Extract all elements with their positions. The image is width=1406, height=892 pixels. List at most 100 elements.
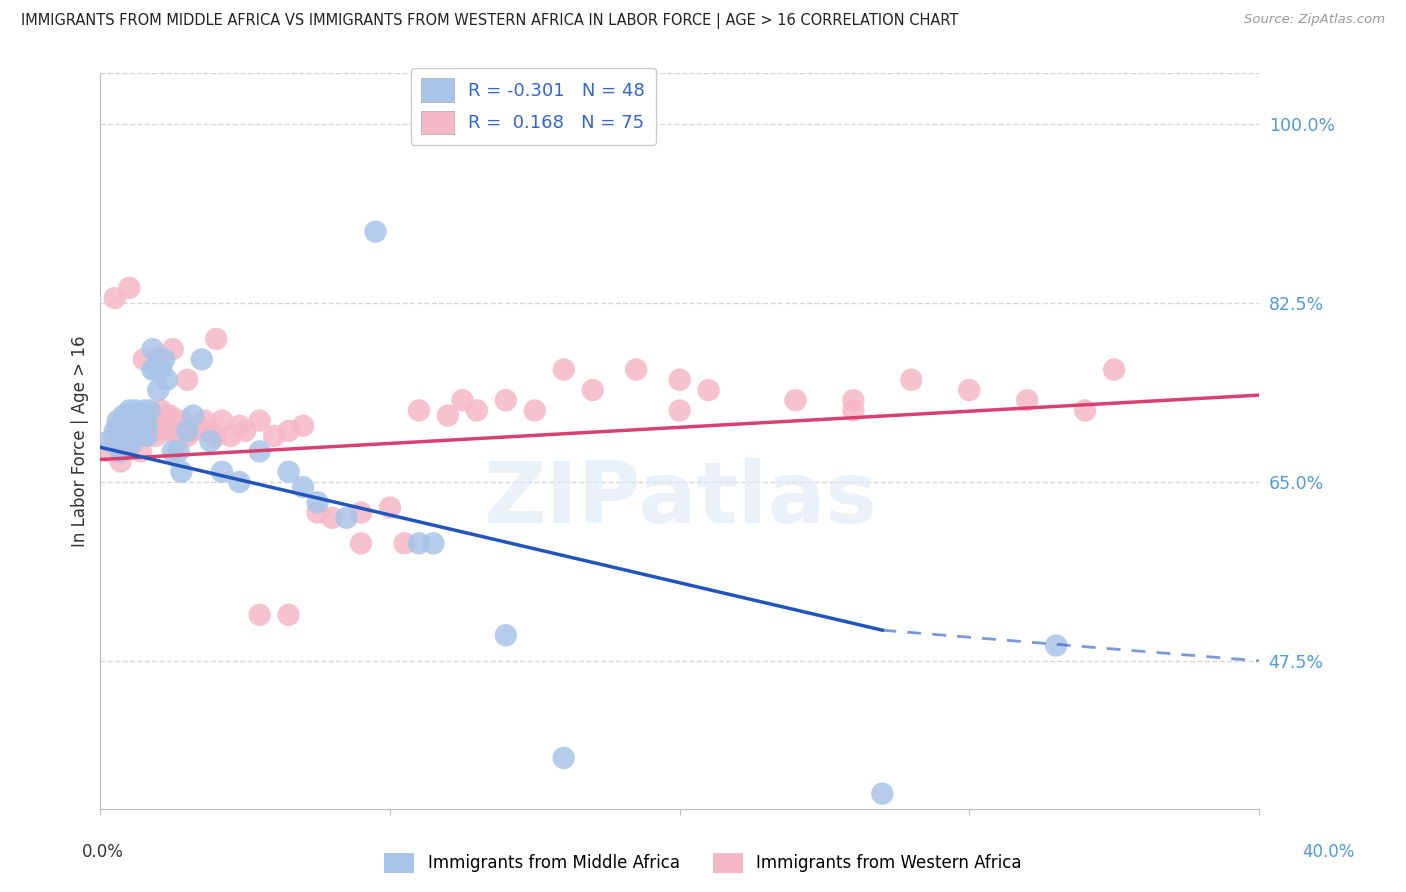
Point <box>107 414 129 428</box>
Point <box>121 414 143 428</box>
Point <box>153 409 176 423</box>
Point <box>112 409 135 423</box>
Point <box>167 424 190 438</box>
Point <box>553 751 575 765</box>
Point <box>1045 639 1067 653</box>
Point <box>408 403 430 417</box>
Point <box>668 403 690 417</box>
Point <box>170 414 193 428</box>
Point <box>127 429 149 443</box>
Point <box>148 352 170 367</box>
Point <box>115 439 138 453</box>
Point <box>785 393 807 408</box>
Point <box>872 787 894 801</box>
Point <box>263 429 285 443</box>
Point <box>277 465 299 479</box>
Point <box>1102 362 1125 376</box>
Point <box>148 383 170 397</box>
Point <box>98 444 121 458</box>
Point <box>141 424 163 438</box>
Point <box>127 409 149 423</box>
Point <box>190 352 212 367</box>
Point <box>465 403 488 417</box>
Point <box>156 373 179 387</box>
Point <box>112 414 135 428</box>
Point <box>104 424 127 438</box>
Point <box>697 383 720 397</box>
Point <box>110 444 132 458</box>
Point <box>422 536 444 550</box>
Point <box>176 373 198 387</box>
Point <box>1074 403 1097 417</box>
Point <box>156 424 179 438</box>
Point <box>219 429 242 443</box>
Point <box>233 424 256 438</box>
Point <box>211 465 233 479</box>
Point <box>200 434 222 449</box>
Point <box>112 429 135 443</box>
Point <box>205 429 228 443</box>
Point <box>132 414 155 428</box>
Text: ZIPatlas: ZIPatlas <box>482 458 876 541</box>
Point <box>249 414 271 428</box>
Point <box>135 429 157 443</box>
Point <box>200 424 222 438</box>
Point <box>129 418 152 433</box>
Point <box>181 424 204 438</box>
Text: Source: ZipAtlas.com: Source: ZipAtlas.com <box>1244 13 1385 27</box>
Legend: Immigrants from Middle Africa, Immigrants from Western Africa: Immigrants from Middle Africa, Immigrant… <box>378 847 1028 880</box>
Point <box>437 409 460 423</box>
Text: 40.0%: 40.0% <box>1302 843 1355 861</box>
Point <box>181 409 204 423</box>
Text: 0.0%: 0.0% <box>82 843 124 861</box>
Point <box>842 393 865 408</box>
Point <box>495 628 517 642</box>
Point <box>176 429 198 443</box>
Point <box>211 414 233 428</box>
Point <box>277 607 299 622</box>
Point <box>145 429 167 443</box>
Point <box>582 383 605 397</box>
Point <box>138 414 160 428</box>
Text: IMMIGRANTS FROM MIDDLE AFRICA VS IMMIGRANTS FROM WESTERN AFRICA IN LABOR FORCE |: IMMIGRANTS FROM MIDDLE AFRICA VS IMMIGRA… <box>21 13 959 29</box>
Point <box>335 510 357 524</box>
Point <box>141 362 163 376</box>
Point <box>115 418 138 433</box>
Point <box>141 342 163 356</box>
Point <box>957 383 980 397</box>
Point <box>132 403 155 417</box>
Point <box>228 475 250 489</box>
Point <box>668 373 690 387</box>
Point <box>187 418 209 433</box>
Point <box>118 439 141 453</box>
Point <box>124 424 146 438</box>
Point <box>145 362 167 376</box>
Legend: R = -0.301   N = 48, R =  0.168   N = 75: R = -0.301 N = 48, R = 0.168 N = 75 <box>411 68 657 145</box>
Point <box>135 418 157 433</box>
Point <box>378 500 401 515</box>
Point <box>205 332 228 346</box>
Point <box>553 362 575 376</box>
Point <box>624 362 647 376</box>
Point <box>118 281 141 295</box>
Point <box>148 418 170 433</box>
Point <box>98 434 121 449</box>
Point <box>138 403 160 417</box>
Point <box>1017 393 1039 408</box>
Point <box>292 418 315 433</box>
Point <box>495 393 517 408</box>
Point <box>165 424 187 438</box>
Point <box>350 506 373 520</box>
Point <box>307 506 329 520</box>
Point <box>249 607 271 622</box>
Y-axis label: In Labor Force | Age > 16: In Labor Force | Age > 16 <box>72 335 89 547</box>
Point <box>121 424 143 438</box>
Point <box>135 418 157 433</box>
Point <box>129 444 152 458</box>
Point <box>150 362 173 376</box>
Point <box>176 424 198 438</box>
Point <box>408 536 430 550</box>
Point <box>162 444 184 458</box>
Point <box>900 373 922 387</box>
Point <box>523 403 546 417</box>
